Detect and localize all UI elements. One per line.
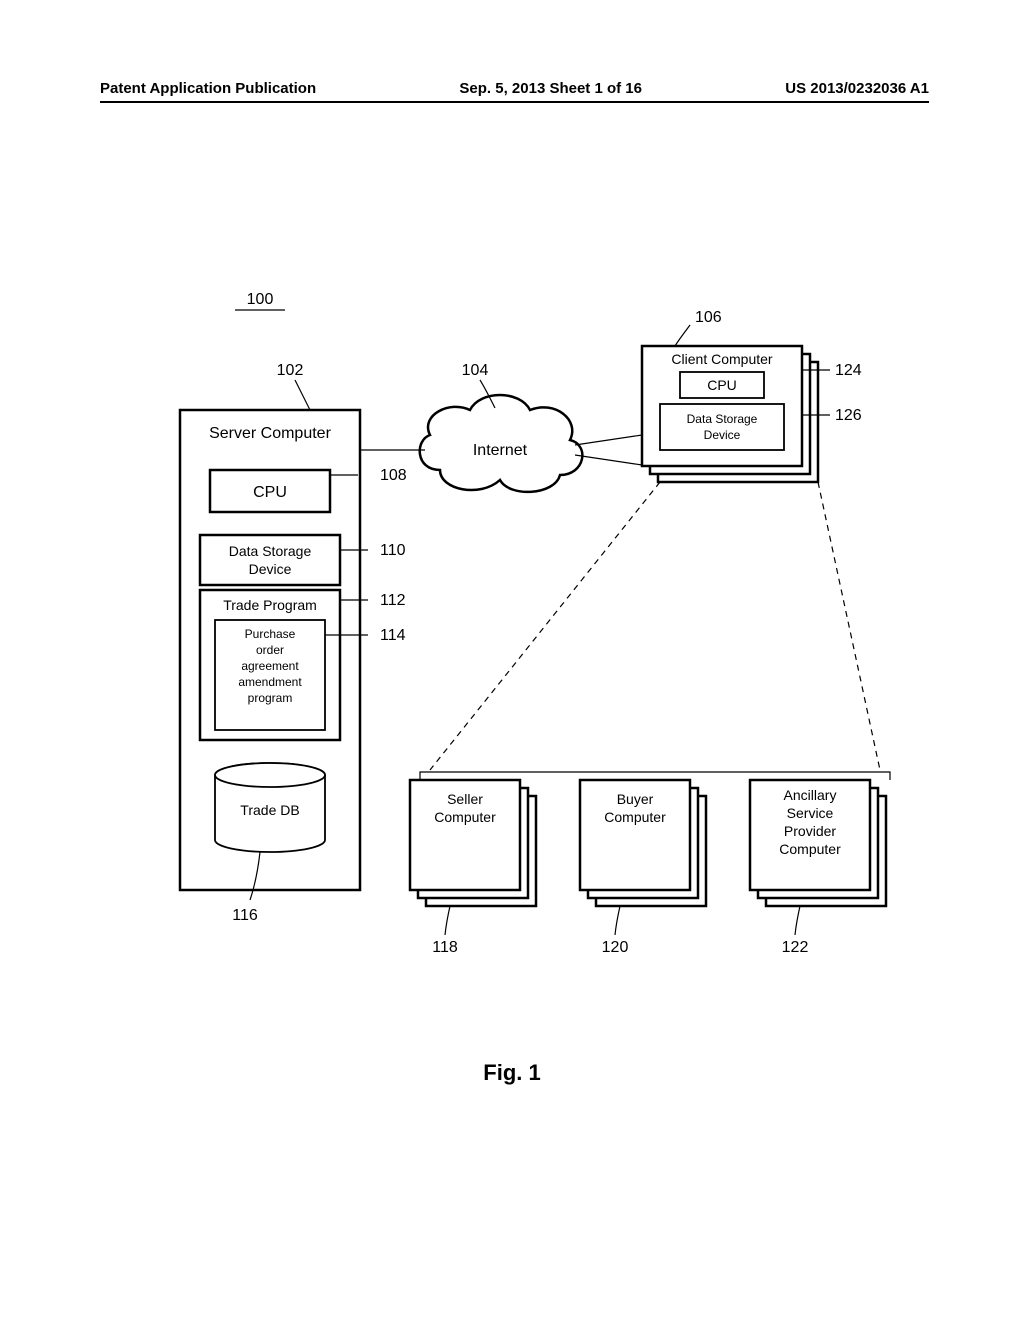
anc-l1: Ancillary <box>784 787 837 803</box>
anc-l4: Computer <box>779 841 841 857</box>
server-storage-l2: Device <box>249 561 292 577</box>
client-storage-ref: 126 <box>835 407 862 424</box>
trade-db-ref: 116 <box>232 907 258 924</box>
internet-cloud: Internet <box>420 395 583 492</box>
server-storage-l1: Data Storage <box>229 543 312 559</box>
header-left: Patent Application Publication <box>100 80 316 97</box>
seller-ref: 118 <box>432 939 458 956</box>
client-storage-l2: Device <box>704 428 741 442</box>
patent-header: Patent Application Publication Sep. 5, 2… <box>100 80 929 103</box>
ancillary-ref: 122 <box>782 939 809 956</box>
figure-1-diagram: 100 Server Computer 102 CPU 108 Data Sto… <box>100 280 924 1020</box>
client-ref: 106 <box>695 309 722 326</box>
po-l4: amendment <box>238 675 302 689</box>
client-computer-stack: Client Computer CPU Data Storage Device <box>642 346 818 482</box>
trade-db-label: Trade DB <box>240 802 299 818</box>
buyer-computer-stack: Buyer Computer <box>580 780 706 906</box>
trade-program-label: Trade Program <box>223 597 317 613</box>
client-cpu-label: CPU <box>707 377 737 393</box>
internet-label: Internet <box>473 442 528 459</box>
server-ref: 102 <box>277 362 304 379</box>
trade-db: Trade DB <box>215 763 325 852</box>
client-cpu-ref: 124 <box>835 362 862 379</box>
seller-l2: Computer <box>434 809 496 825</box>
buyer-l1: Buyer <box>617 791 654 807</box>
po-l3: agreement <box>241 659 299 673</box>
anc-l2: Service <box>787 805 834 821</box>
po-l5: program <box>248 691 293 705</box>
system-ref: 100 <box>247 291 274 308</box>
server-cpu-ref: 108 <box>380 467 407 484</box>
anc-l3: Provider <box>784 823 836 839</box>
client-title: Client Computer <box>671 351 772 367</box>
server-storage-ref: 110 <box>380 542 406 559</box>
header-right: US 2013/0232036 A1 <box>785 80 929 97</box>
po-l1: Purchase <box>245 627 296 641</box>
po-program-ref: 114 <box>380 627 406 644</box>
client-storage-l1: Data Storage <box>687 412 758 426</box>
server-title: Server Computer <box>209 425 331 442</box>
buyer-l2: Computer <box>604 809 666 825</box>
ancillary-computer-stack: Ancillary Service Provider Computer <box>750 780 886 906</box>
internet-ref: 104 <box>462 362 489 379</box>
seller-l1: Seller <box>447 791 483 807</box>
figure-caption: Fig. 1 <box>0 1060 1024 1086</box>
po-l2: order <box>256 643 284 657</box>
seller-computer-stack: Seller Computer <box>410 780 536 906</box>
trade-program-ref: 112 <box>380 592 406 609</box>
server-cpu-label: CPU <box>253 484 287 501</box>
header-mid: Sep. 5, 2013 Sheet 1 of 16 <box>459 80 642 97</box>
client-storage-box <box>660 404 784 450</box>
buyer-ref: 120 <box>602 939 629 956</box>
